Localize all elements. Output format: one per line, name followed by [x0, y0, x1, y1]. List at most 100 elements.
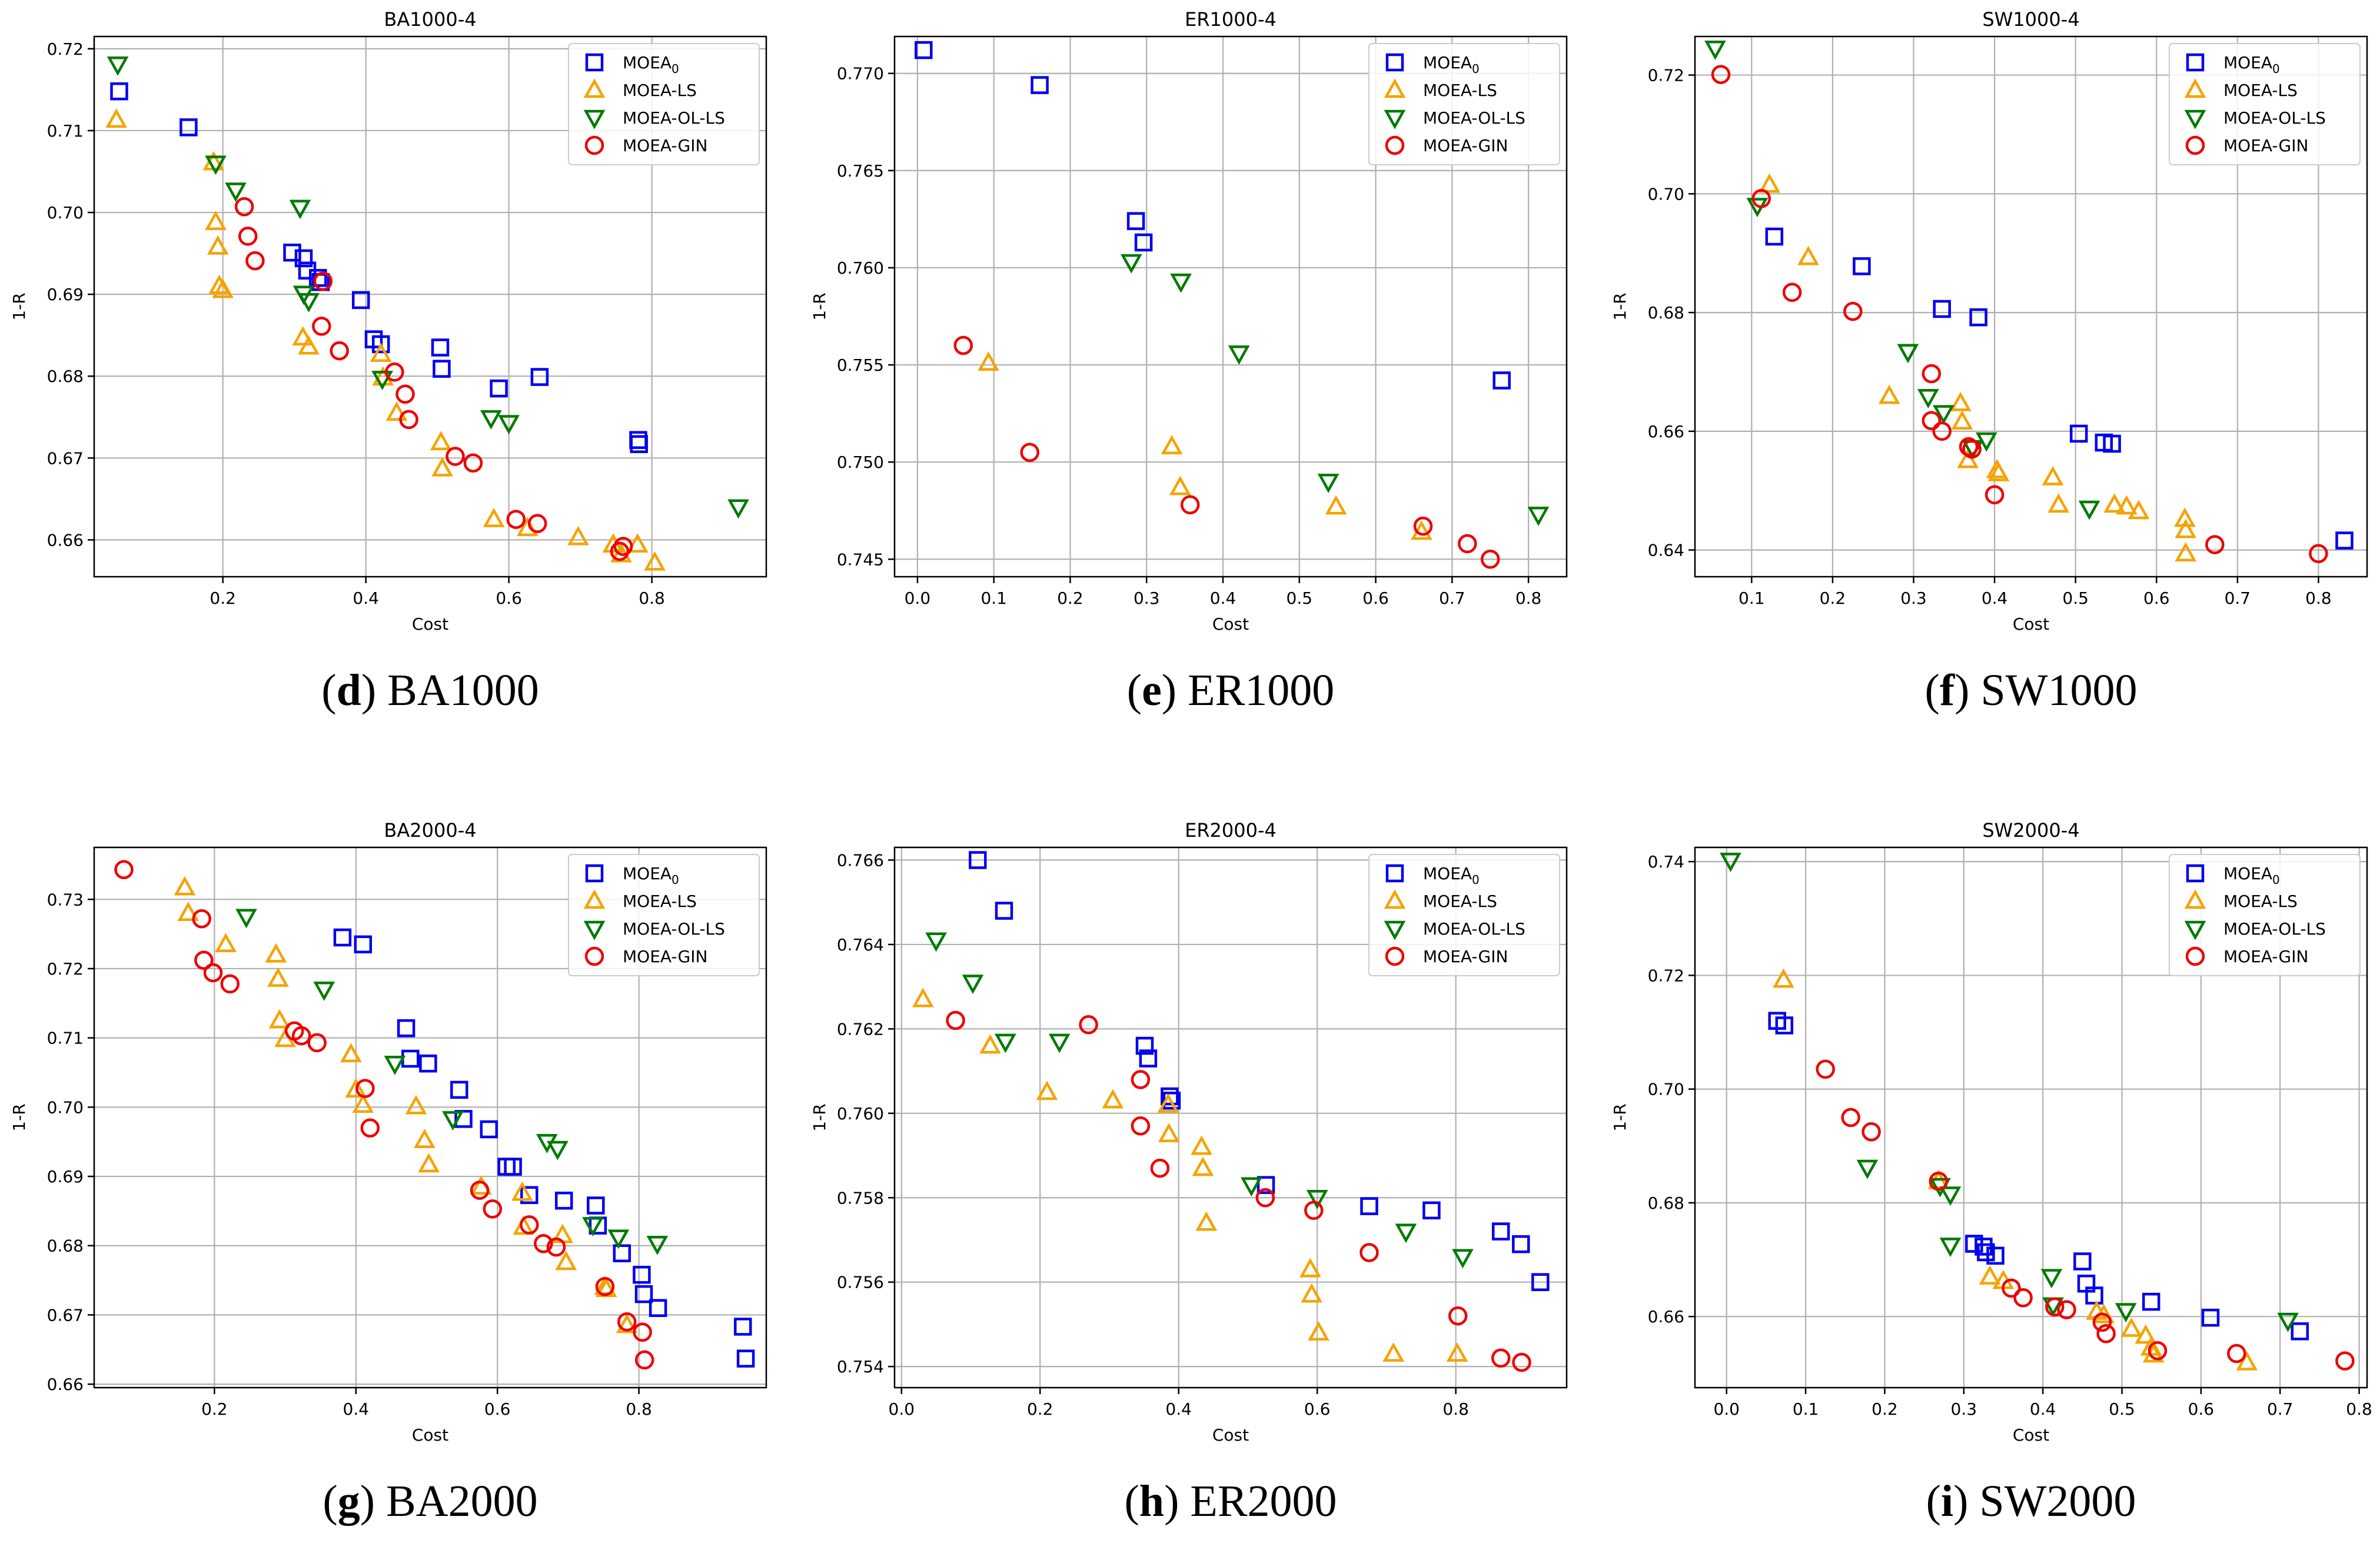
- y-tick-label: 0.72: [1648, 966, 1684, 985]
- data-point: [915, 41, 933, 59]
- data-point: [1150, 1158, 1170, 1178]
- legend-label: MOEA-OL-LS: [1423, 108, 1525, 128]
- data-point: [267, 967, 289, 987]
- data-point: [289, 199, 311, 220]
- y-tick-label: 0.72: [1648, 66, 1684, 85]
- series-moea-gin: [1711, 65, 2328, 563]
- series-moea-gin: [234, 197, 633, 561]
- data-point: [1975, 432, 1997, 452]
- data-point: [1782, 282, 1802, 302]
- y-tick-label: 0.68: [1648, 303, 1684, 322]
- data-point: [1161, 1087, 1179, 1106]
- data-point: [595, 1276, 615, 1296]
- legend-label: MOEA0: [1423, 53, 1480, 76]
- data-point: [1765, 227, 1784, 246]
- legend-box: [568, 43, 760, 165]
- data-point: [309, 269, 327, 287]
- x-tick-label: 0.8: [1442, 1399, 1469, 1419]
- legend-marker: [2184, 889, 2206, 909]
- scatter-chart: 0.0 0.1 0.2 0.3 0.4 0.5 0.6 0.7 0.8 0.66 0.68 0.70 0…: [1610, 819, 2372, 1445]
- legend-label: MOEA-LS: [1423, 81, 1497, 100]
- series-moea-ol-ls: [1120, 254, 1550, 526]
- y-tick-label: 0.67: [47, 448, 84, 468]
- legend-marker: [1385, 946, 1405, 966]
- legend-box: [2169, 43, 2361, 165]
- subfigure-caption: (h) ER2000: [1124, 1477, 1337, 1526]
- y-axis-label: 1-R: [810, 292, 829, 320]
- data-point: [307, 1033, 327, 1053]
- legend-label: MOEA-OL-LS: [623, 919, 725, 939]
- data-point: [2096, 1323, 2116, 1344]
- scatter-chart: 0.0 0.2 0.4 0.6 0.8 0.754 0.756 0.758 0.760 0.762…: [810, 819, 1568, 1445]
- data-point: [2085, 1286, 2103, 1305]
- data-point: [1255, 1188, 1275, 1208]
- data-point: [1711, 65, 1731, 84]
- data-point: [1491, 1348, 1511, 1368]
- data-point: [727, 499, 749, 519]
- data-point: [953, 335, 973, 355]
- x-tick-label: 0.4: [1165, 1399, 1192, 1419]
- x-tick-label: 0.3: [1134, 588, 1160, 608]
- panel-sw2000: 0.0 0.1 0.2 0.3 0.4 0.5 0.6 0.7 0.8 0.66 0.68 0.70 0…: [1601, 811, 2380, 1452]
- data-point: [946, 1010, 965, 1030]
- data-point: [634, 1350, 654, 1370]
- legend-label: MOEA0: [623, 53, 679, 76]
- data-point: [1841, 1108, 1860, 1128]
- data-point: [238, 227, 258, 246]
- y-tick-label: 0.74: [1648, 852, 1684, 872]
- data-point: [1325, 495, 1347, 515]
- data-point: [1180, 495, 1200, 515]
- legend-label: MOEA0: [2223, 53, 2280, 76]
- data-point: [370, 342, 392, 362]
- scatter-chart: 0.2 0.4 0.6 0.8 0.66 0.67 0.68 0.69 0.70 0.71 0.72…: [9, 819, 767, 1445]
- data-point: [1987, 461, 2010, 481]
- data-point: [1452, 1249, 1474, 1269]
- data-point: [1897, 344, 1919, 364]
- data-point: [2002, 1278, 2021, 1298]
- data-point: [626, 533, 649, 553]
- data-point: [736, 1349, 755, 1368]
- data-point: [1939, 1238, 1962, 1258]
- data-point: [2073, 1252, 2092, 1271]
- data-point: [1413, 516, 1433, 536]
- data-point: [2227, 1344, 2246, 1364]
- data-point: [1395, 1223, 1417, 1243]
- data-point: [418, 1153, 440, 1173]
- scatter-chart: 0.0 0.1 0.2 0.3 0.4 0.5 0.6 0.7 0.8 0.745 0.750 0.7…: [810, 8, 1568, 634]
- data-point: [1933, 405, 1954, 425]
- x-tick-label: 0.6: [484, 1399, 511, 1419]
- y-tick-label: 0.66: [1648, 422, 1684, 441]
- data-point: [1299, 1258, 1321, 1278]
- legend-label: MOEA0: [2223, 864, 2280, 887]
- data-point: [1170, 273, 1192, 293]
- data-point: [1816, 1059, 1835, 1079]
- y-tick-label: 0.70: [47, 1098, 84, 1117]
- series-moea: [1765, 227, 2354, 550]
- data-point: [1158, 1123, 1180, 1142]
- data-point: [360, 1118, 380, 1138]
- data-point: [1036, 1080, 1058, 1100]
- data-point: [313, 271, 333, 291]
- legend-marker: [1385, 864, 1404, 883]
- data-point: [1531, 1273, 1550, 1291]
- legend-label: MOEA-GIN: [1423, 136, 1508, 155]
- y-tick-label: 0.762: [837, 1019, 884, 1039]
- legend-marker: [1384, 889, 1406, 909]
- y-tick-label: 0.72: [47, 39, 84, 59]
- legend-marker: [1385, 53, 1404, 72]
- x-tick-label: 0.0: [905, 588, 931, 608]
- data-point: [1480, 550, 1500, 569]
- data-point: [1977, 1243, 1995, 1262]
- subfigure-caption: (i) SW2000: [1926, 1477, 2136, 1526]
- y-tick-label: 0.69: [47, 1167, 84, 1186]
- y-axis-label: 1-R: [1610, 1103, 1630, 1131]
- series-moea-gin: [946, 1010, 1531, 1372]
- legend-label: MOEA-LS: [1423, 892, 1497, 911]
- legend-marker: [2185, 946, 2205, 966]
- data-point: [1139, 1049, 1158, 1068]
- caption-letter: f: [1939, 666, 1955, 715]
- data-point: [506, 510, 526, 529]
- x-tick-label: 0.4: [2030, 1399, 2056, 1419]
- data-point: [2142, 1292, 2160, 1311]
- data-point: [1527, 507, 1550, 526]
